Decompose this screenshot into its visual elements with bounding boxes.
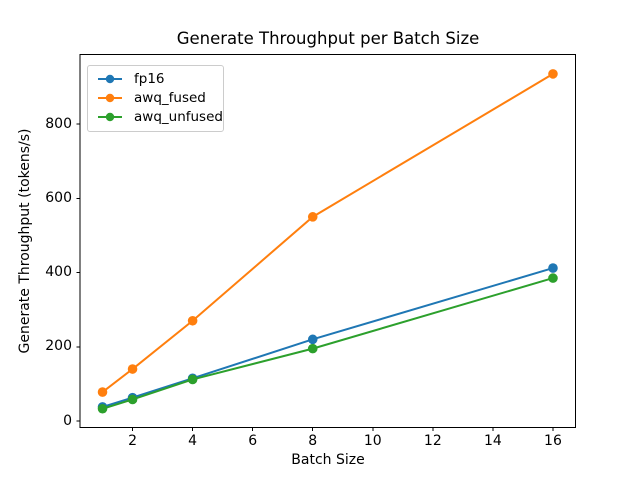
- data-point-fp16: [307, 334, 318, 345]
- legend-label: awq_fused: [134, 90, 206, 107]
- data-point-awq_unfused: [307, 343, 318, 354]
- data-point-awq_unfused: [187, 374, 198, 385]
- legend: fp16 awq_fused awq_unfused: [87, 65, 224, 132]
- y-tick-label: 400: [45, 264, 72, 281]
- legend-line-marker-icon: [98, 74, 122, 84]
- axes-spines: [79, 54, 576, 428]
- x-tick-label: 10: [363, 433, 382, 449]
- x-tick-label: 12: [423, 433, 442, 449]
- series-line-awq_unfused: [101, 277, 554, 410]
- x-tick-label: 16: [544, 433, 562, 449]
- x-tick-label: 2: [128, 433, 137, 449]
- y-tick-label: 800: [45, 115, 72, 132]
- legend-entry-fp16: fp16: [88, 70, 223, 89]
- chart-title: Generate Throughput per Batch Size: [176, 29, 480, 48]
- legend-entry-awq_fused: awq_fused: [88, 89, 223, 108]
- x-tick-label: 8: [308, 433, 318, 449]
- data-point-awq_unfused: [97, 403, 108, 414]
- data-point-fp16: [548, 263, 558, 273]
- data-point-awq_unfused: [127, 394, 138, 405]
- legend-line-marker-icon: [98, 94, 122, 103]
- y-tick-label: 600: [45, 189, 72, 206]
- data-point-awq_fused: [127, 364, 138, 374]
- legend-label: awq_unfused: [134, 109, 223, 126]
- data-point-awq_fused: [187, 315, 198, 326]
- x-tick-label: 6: [248, 433, 258, 449]
- x-tick-label: 14: [483, 433, 502, 449]
- legend-label: fp16: [134, 71, 165, 88]
- legend-line-marker-icon: [98, 113, 122, 122]
- data-point-awq_fused: [307, 212, 318, 222]
- x-axis-label: Batch Size: [291, 452, 365, 468]
- data-point-awq_unfused: [548, 273, 558, 283]
- x-tick-label: 4: [188, 433, 198, 449]
- legend-entry-awq_unfused: awq_unfused: [88, 108, 223, 127]
- y-tick-label: 0: [63, 412, 72, 429]
- y-tick-label: 200: [45, 338, 72, 355]
- data-point-awq_fused: [97, 387, 108, 397]
- data-point-awq_fused: [548, 69, 558, 79]
